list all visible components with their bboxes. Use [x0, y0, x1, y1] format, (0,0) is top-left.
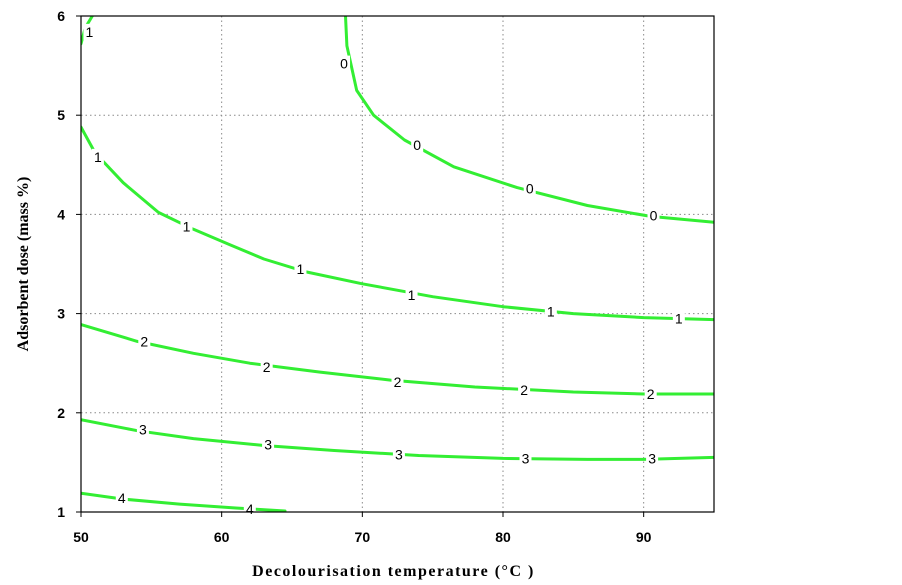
contour-label-bg	[405, 286, 418, 303]
contour-label-2: 2	[647, 386, 655, 402]
contour-label-2: 2	[394, 374, 402, 390]
y-tick-label: 3	[57, 306, 65, 322]
contour-label-3: 3	[264, 437, 272, 453]
contour-line-2	[81, 323, 714, 396]
y-tick-label: 6	[57, 8, 65, 24]
y-tick-label: 5	[57, 107, 65, 123]
contour-label-bg	[519, 450, 532, 467]
contour-label-bg	[518, 381, 531, 398]
contour-label-bg	[411, 136, 424, 153]
contour-label-bg	[260, 359, 273, 376]
contour-line-1	[81, 125, 714, 322]
contour-label-bg	[338, 55, 351, 72]
contour-label-1: 1	[675, 311, 683, 327]
y-axis-title: Adsorbent dose (mass %)	[15, 177, 32, 352]
contour-label-bg	[647, 207, 660, 224]
contour-label-2: 2	[520, 382, 528, 398]
x-tick-label: 90	[636, 529, 652, 545]
contour-label-bg	[91, 148, 104, 165]
contour-label-2: 2	[140, 333, 148, 349]
contour-label-bg	[391, 374, 404, 391]
x-tick-label: 70	[355, 529, 371, 545]
contour-label-1: 1	[408, 287, 416, 303]
contour-label-1: 1	[183, 218, 191, 234]
contour-label-3: 3	[139, 422, 147, 438]
x-tick-label: 80	[495, 529, 511, 545]
contour-label-bg	[262, 436, 275, 453]
contour-label-0: 0	[526, 181, 534, 197]
contour-label-3: 3	[395, 446, 403, 462]
contour-lines	[81, 16, 714, 512]
contour-label-1: 1	[86, 24, 94, 40]
contour-label-4: 4	[246, 501, 254, 517]
contour-label-3: 3	[648, 450, 656, 466]
grid	[81, 16, 714, 512]
contour-label-3: 3	[522, 450, 530, 466]
y-tick-label: 4	[57, 206, 65, 222]
contour-label-1: 1	[94, 149, 102, 165]
y-tick-label: 1	[57, 504, 65, 520]
y-tick-label: 2	[57, 405, 65, 421]
contour-label-2: 2	[263, 359, 271, 375]
contour-label-bg	[115, 490, 128, 507]
contour-label-0: 0	[413, 137, 421, 153]
contour-label-bg	[644, 385, 657, 402]
contour-label-bg	[180, 218, 193, 235]
contour-label-bg	[544, 303, 557, 320]
contour-label-bg	[136, 421, 149, 438]
contour-label-bg	[138, 333, 151, 350]
plot-frame	[80, 15, 715, 513]
contour-label-1: 1	[297, 261, 305, 277]
contour-label-1: 1	[547, 304, 555, 320]
contour-label-bg	[646, 450, 659, 467]
contour-label-bg	[523, 180, 536, 197]
contour-label-bg	[392, 446, 405, 463]
contour-label-bg	[294, 260, 307, 277]
x-axis-title: Decolourisation temperature (°C )	[252, 563, 535, 580]
contour-line-0	[344, 16, 714, 224]
contour-label-0: 0	[340, 56, 348, 72]
contour-label-0: 0	[650, 207, 658, 223]
axis-ticks: 50 60 70 80 90 1 2 3 4 5 6	[57, 8, 651, 545]
contour-label-bg	[243, 501, 256, 518]
contour-labels: 0 0 0 0 1 1 1 1 1 1 1 2 2 2 2 2 3 3 3 3 3 4 4	[83, 23, 685, 518]
contour-label-bg	[672, 310, 685, 327]
x-tick-label: 60	[214, 529, 230, 545]
x-tick-label: 50	[73, 529, 89, 545]
contour-label-bg	[83, 23, 96, 40]
contour-label-4: 4	[118, 490, 126, 506]
contour-line-3	[81, 418, 714, 461]
